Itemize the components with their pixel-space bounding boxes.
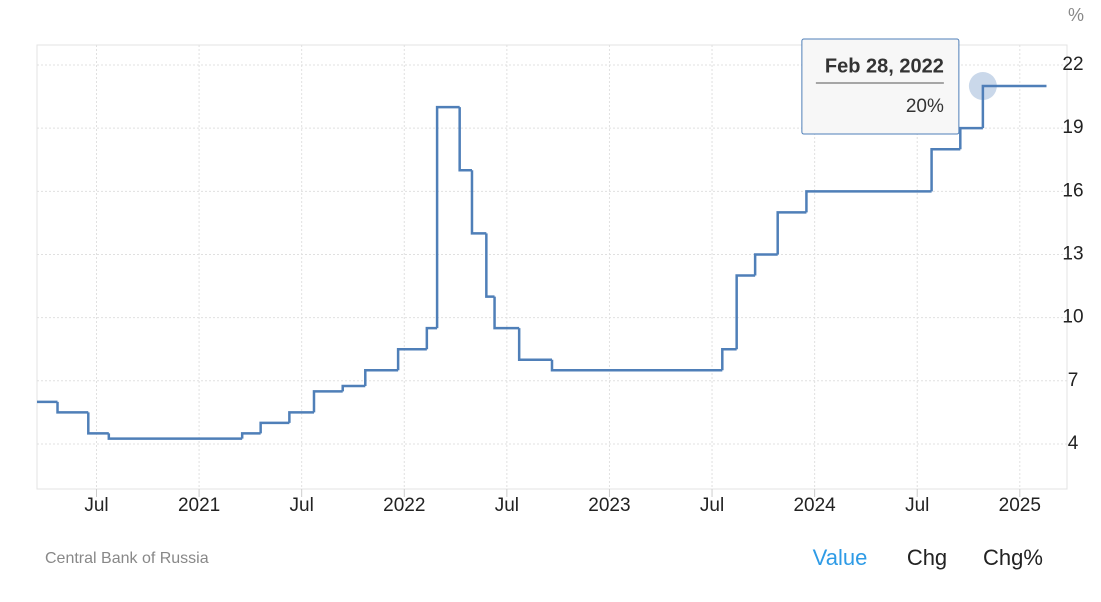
y-tick-label: 22 xyxy=(1062,54,1083,75)
x-tick-label: 2022 xyxy=(383,495,425,516)
tooltip-value: 20% xyxy=(906,96,944,117)
line-step xyxy=(517,328,552,361)
x-tick-label: Jul xyxy=(290,495,314,516)
hover-point xyxy=(968,72,997,101)
x-tick-label: 2023 xyxy=(588,495,630,516)
x-tick-label: 2024 xyxy=(793,495,836,516)
tab-button[interactable]: Chg xyxy=(907,545,947,570)
line-step xyxy=(930,147,961,192)
line-step xyxy=(259,421,290,434)
line-step xyxy=(805,190,932,213)
y-tick-label: 7 xyxy=(1068,370,1079,391)
line-step xyxy=(493,296,520,330)
x-tick-label: Jul xyxy=(495,495,519,516)
tooltip-box xyxy=(801,38,960,135)
unit-label: % xyxy=(1068,5,1084,25)
plot-frame xyxy=(36,44,1068,490)
line-step xyxy=(364,369,399,387)
line-step xyxy=(776,211,807,255)
line-step xyxy=(550,359,723,372)
line-step xyxy=(753,253,778,276)
tab-button[interactable]: Value xyxy=(813,545,868,570)
y-tick-label: 19 xyxy=(1062,117,1083,138)
line-step xyxy=(87,412,109,435)
line-step xyxy=(485,233,495,298)
line-step xyxy=(56,401,89,414)
x-tick-label: Jul xyxy=(84,495,108,516)
line-step xyxy=(312,390,343,413)
x-tick-label: 2025 xyxy=(999,495,1041,516)
y-tick-label: 10 xyxy=(1062,307,1083,328)
line-step xyxy=(458,107,472,172)
line-step xyxy=(470,170,487,235)
line-step xyxy=(435,105,460,329)
line-step xyxy=(981,84,1047,129)
line-step xyxy=(341,384,366,392)
line-step xyxy=(959,126,983,150)
y-tick-label: 4 xyxy=(1068,433,1079,454)
line-step xyxy=(288,411,314,423)
x-tick-label: Jul xyxy=(700,495,724,516)
line-step xyxy=(396,347,427,371)
x-tick-label: Jul xyxy=(905,495,929,516)
line-step xyxy=(721,347,737,371)
line-step xyxy=(240,432,261,439)
tab-button[interactable]: Chg% xyxy=(983,545,1043,570)
line-step xyxy=(107,433,243,440)
tooltip-date: Feb 28, 2022 xyxy=(825,55,944,77)
y-tick-label: 13 xyxy=(1062,243,1083,264)
line-step xyxy=(425,326,438,350)
line-step xyxy=(735,274,756,350)
x-tick-label: 2021 xyxy=(178,495,220,516)
source: Central Bank of Russia xyxy=(45,550,209,567)
y-tick-label: 16 xyxy=(1062,180,1083,201)
